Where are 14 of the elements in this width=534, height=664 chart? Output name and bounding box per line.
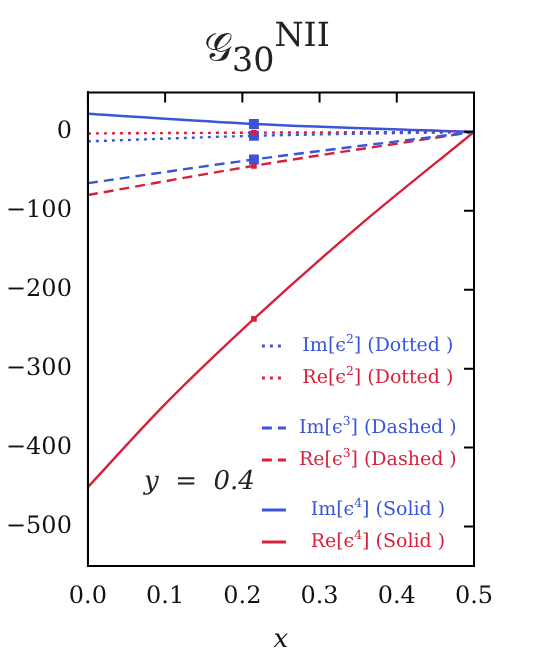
x-tick-label: 0.2	[223, 580, 262, 609]
y-tick-label: 0	[56, 116, 72, 145]
y-tick-label: −400	[5, 431, 72, 460]
x-tick-label: 0.3	[300, 580, 339, 609]
x-tick-label: 0.4	[377, 580, 417, 609]
y-tick-label: −500	[5, 510, 72, 539]
y-tick-label: −300	[5, 352, 72, 381]
x-tick-label: 0.1	[146, 580, 185, 609]
annotation: y = 0.4	[141, 466, 255, 497]
y-tick-label: −100	[5, 195, 72, 224]
y-tick-label: −200	[5, 273, 72, 302]
x-tick-label: 0.0	[68, 580, 108, 609]
x-tick-label: 0.5	[454, 580, 494, 609]
x-axis-title: x	[273, 625, 290, 656]
